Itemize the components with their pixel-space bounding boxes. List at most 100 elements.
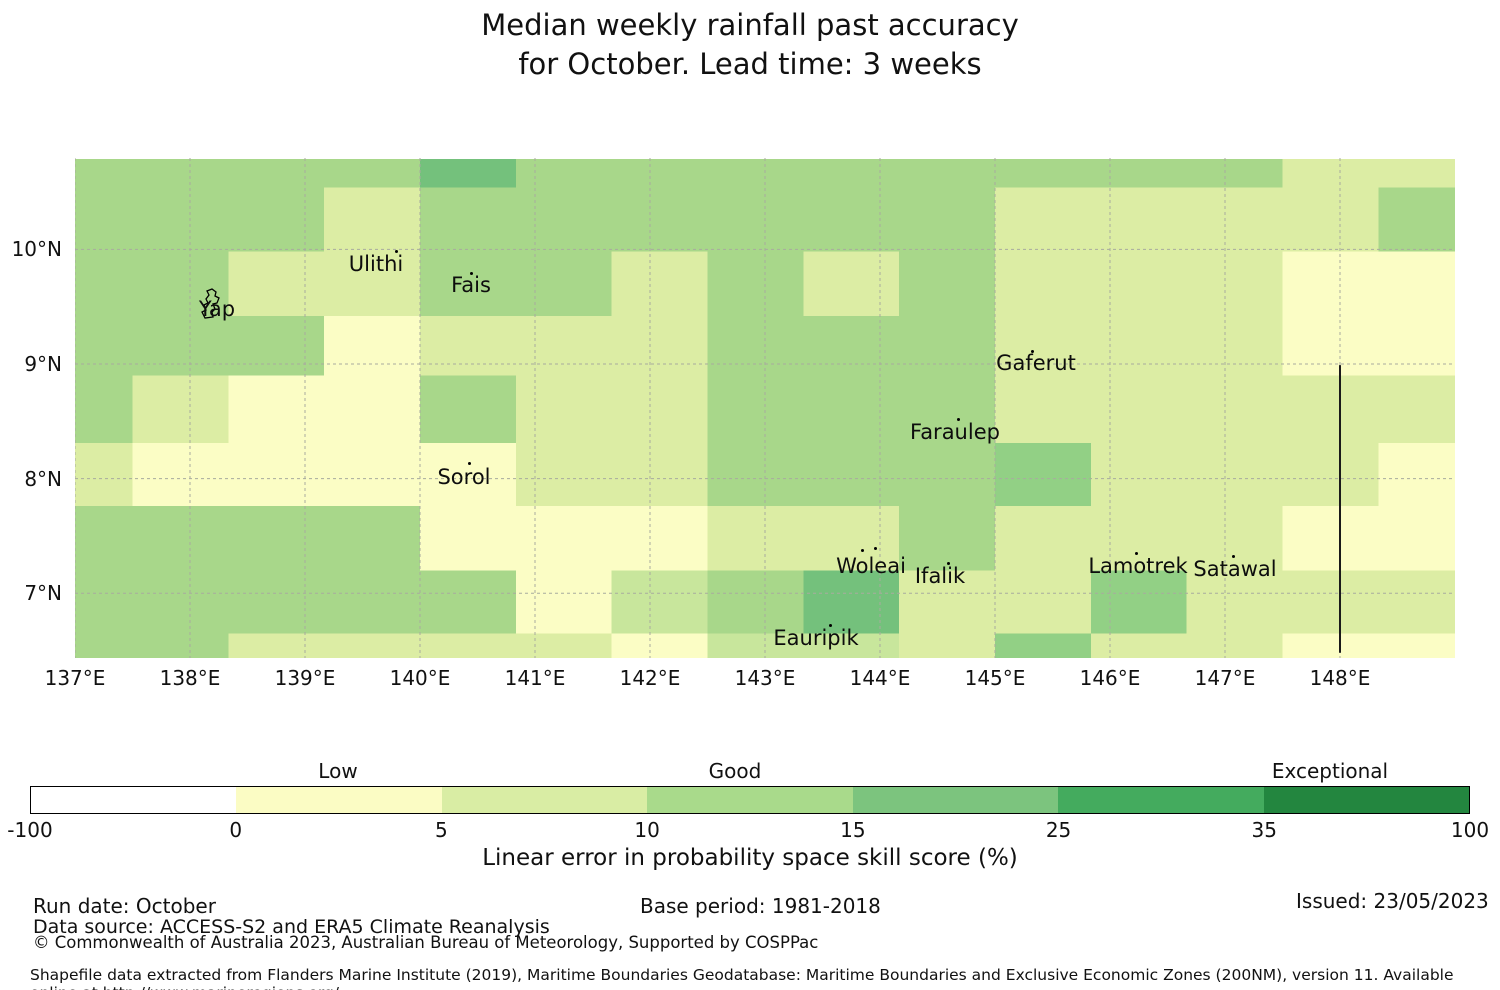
map-cell (803, 506, 900, 571)
map-cell (1186, 633, 1283, 658)
colorbar-bin (647, 787, 853, 813)
map-cell (995, 375, 1091, 444)
map-cell (611, 570, 708, 634)
map-cell (707, 375, 804, 444)
colorbar-category-exceptional: Exceptional (1271, 759, 1389, 783)
map-cell (515, 375, 612, 444)
map-cell (995, 187, 1091, 252)
map-cell (1090, 187, 1187, 252)
map-cell (420, 443, 516, 507)
map-cell (1186, 443, 1283, 507)
place-label-lamotrek: Lamotrek (1088, 554, 1188, 578)
place-label-eauripik: Eauripik (773, 626, 859, 650)
x-tick-label: 140°E (389, 666, 451, 690)
map-cell (995, 506, 1091, 571)
shapefile-attribution-text: Shapefile data extracted from Flanders M… (30, 966, 1454, 990)
map-cell (995, 315, 1091, 376)
map-cell (324, 443, 420, 507)
map-cell (515, 251, 612, 316)
map-cell (611, 315, 708, 376)
colorbar (30, 786, 1470, 814)
y-tick-label: 8°N (24, 466, 62, 491)
map-cell (75, 506, 133, 571)
place-marker-dot (1135, 552, 1138, 555)
colorbar-category-low: Low (318, 759, 358, 783)
place-marker-dot (470, 272, 473, 275)
x-tick-label: 143°E (734, 666, 796, 690)
map-cell (132, 633, 229, 658)
map-cell (899, 375, 995, 444)
map-cell (324, 251, 420, 316)
map-cell (1282, 251, 1379, 316)
map-cell (803, 443, 900, 507)
place-label-ifalik: Ifalik (914, 564, 966, 588)
map-cell (995, 570, 1091, 634)
map-cell (228, 443, 325, 507)
run-date-text: Run date: October (33, 894, 216, 918)
map-cell (324, 506, 420, 571)
map-cell (324, 187, 420, 252)
map-cell (132, 443, 229, 507)
map-cell (611, 506, 708, 571)
colorbar-bin (852, 787, 1059, 813)
issued-date-text: Issued: 23/05/2023 (1296, 889, 1489, 913)
map-cell (611, 443, 708, 507)
map-cell (707, 315, 804, 376)
place-marker-dot (468, 462, 471, 465)
place-label-yap: Yap (198, 297, 236, 321)
map-cell (228, 375, 325, 444)
place-label-satawal: Satawal (1193, 557, 1277, 581)
place-marker-dot (395, 250, 398, 253)
page-title: Median weekly rainfall past accuracy for… (0, 6, 1500, 84)
place-label-gaferut: Gaferut (996, 351, 1076, 375)
x-tick-label: 148°E (1309, 666, 1371, 690)
map-cell (1378, 315, 1455, 376)
map-cell (1282, 506, 1379, 571)
colorbar-bin (31, 787, 237, 813)
colorbar-category-good: Good (708, 759, 762, 783)
map-cell (1090, 570, 1187, 634)
map-cell (1090, 506, 1187, 571)
map-cell (707, 158, 804, 188)
map-cell (228, 570, 325, 634)
place-marker-dot (1232, 555, 1235, 558)
map-cell (611, 375, 708, 444)
map-cell (1090, 375, 1187, 444)
place-marker-dot (947, 562, 950, 565)
map-cell (611, 187, 708, 252)
x-tick-label: 138°E (159, 666, 221, 690)
map-cell (420, 158, 516, 188)
map-cell (899, 315, 995, 376)
map-cell (803, 158, 900, 188)
map-cell (324, 633, 420, 658)
map-cell (132, 375, 229, 444)
map-cell (1378, 506, 1455, 571)
heatmap-canvas (74, 158, 1455, 658)
map-cell (1378, 187, 1455, 252)
page-title-line1: Median weekly rainfall past accuracy (481, 8, 1019, 42)
map-cell (420, 375, 516, 444)
map-cell (420, 315, 516, 376)
map-cell (420, 187, 516, 252)
x-tick-label: 142°E (619, 666, 681, 690)
map-cell (611, 158, 708, 188)
map-cell (899, 570, 995, 634)
place-marker-dot (1031, 350, 1034, 353)
map-cell (75, 633, 133, 658)
copyright-text: © Commonwealth of Australia 2023, Austra… (33, 933, 819, 952)
map-cell (1282, 570, 1379, 634)
map-cell (75, 158, 133, 188)
map-cell (420, 251, 516, 316)
map-cell (1090, 443, 1187, 507)
colorbar-tick-label: 35 (1251, 818, 1278, 842)
map-cell (803, 570, 900, 634)
map-cell (75, 443, 133, 507)
map-cell (228, 251, 325, 316)
map-cell (132, 187, 229, 252)
map-cell (707, 570, 804, 634)
map-cell (1378, 158, 1455, 188)
map-cell (132, 251, 229, 316)
colorbar-caption: Linear error in probability space skill … (482, 845, 1018, 871)
map-cell (707, 506, 804, 571)
